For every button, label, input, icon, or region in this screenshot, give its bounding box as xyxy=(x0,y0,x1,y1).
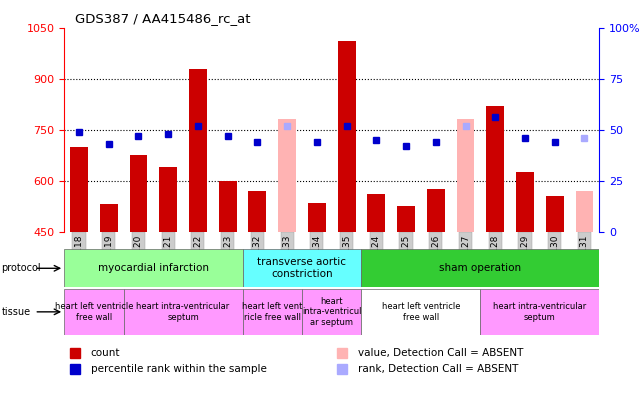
Bar xyxy=(100,204,118,232)
Bar xyxy=(249,191,266,232)
Text: count: count xyxy=(91,348,121,358)
Text: heart
intra-ventricul
ar septum: heart intra-ventricul ar septum xyxy=(302,297,362,327)
Text: tissue: tissue xyxy=(1,307,30,317)
Bar xyxy=(242,249,362,287)
Bar xyxy=(308,203,326,232)
Bar xyxy=(129,155,147,232)
Bar xyxy=(64,249,242,287)
Bar xyxy=(516,172,534,232)
Bar xyxy=(302,289,362,335)
Bar xyxy=(124,289,242,335)
Bar xyxy=(242,289,302,335)
Bar xyxy=(480,289,599,335)
Bar xyxy=(487,106,504,232)
Text: heart left vent
ricle free wall: heart left vent ricle free wall xyxy=(242,302,303,322)
Bar xyxy=(397,206,415,232)
Bar xyxy=(367,194,385,232)
Text: heart intra-ventricular
septum: heart intra-ventricular septum xyxy=(137,302,229,322)
Text: heart intra-ventricular
septum: heart intra-ventricular septum xyxy=(493,302,587,322)
Bar xyxy=(362,249,599,287)
Text: GDS387 / AA415486_rc_at: GDS387 / AA415486_rc_at xyxy=(75,12,250,25)
Text: protocol: protocol xyxy=(1,263,41,273)
Text: percentile rank within the sample: percentile rank within the sample xyxy=(91,364,267,374)
Bar xyxy=(64,289,124,335)
Text: rank, Detection Call = ABSENT: rank, Detection Call = ABSENT xyxy=(358,364,519,374)
Bar xyxy=(159,167,177,232)
Bar xyxy=(189,69,207,232)
Bar xyxy=(456,120,474,232)
Bar xyxy=(219,181,237,232)
Bar xyxy=(338,41,356,232)
Bar xyxy=(576,191,594,232)
Text: value, Detection Call = ABSENT: value, Detection Call = ABSENT xyxy=(358,348,524,358)
Text: heart left ventricle
free wall: heart left ventricle free wall xyxy=(54,302,133,322)
Text: heart left ventricle
free wall: heart left ventricle free wall xyxy=(381,302,460,322)
Bar xyxy=(278,120,296,232)
Bar xyxy=(362,289,480,335)
Text: sham operation: sham operation xyxy=(439,263,522,273)
Bar xyxy=(427,189,445,232)
Text: transverse aortic
constriction: transverse aortic constriction xyxy=(258,257,347,279)
Bar xyxy=(70,147,88,232)
Text: myocardial infarction: myocardial infarction xyxy=(98,263,209,273)
Bar xyxy=(546,196,563,232)
